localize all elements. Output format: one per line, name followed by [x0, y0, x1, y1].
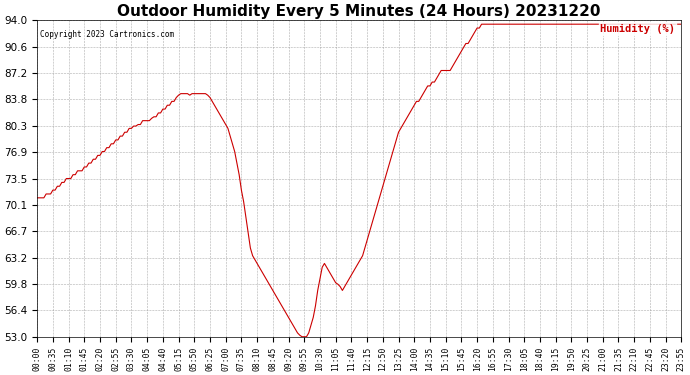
Text: Copyright 2023 Cartronics.com: Copyright 2023 Cartronics.com	[40, 30, 175, 39]
Title: Outdoor Humidity Every 5 Minutes (24 Hours) 20231220: Outdoor Humidity Every 5 Minutes (24 Hou…	[117, 4, 601, 19]
Text: Humidity (%): Humidity (%)	[600, 24, 675, 33]
